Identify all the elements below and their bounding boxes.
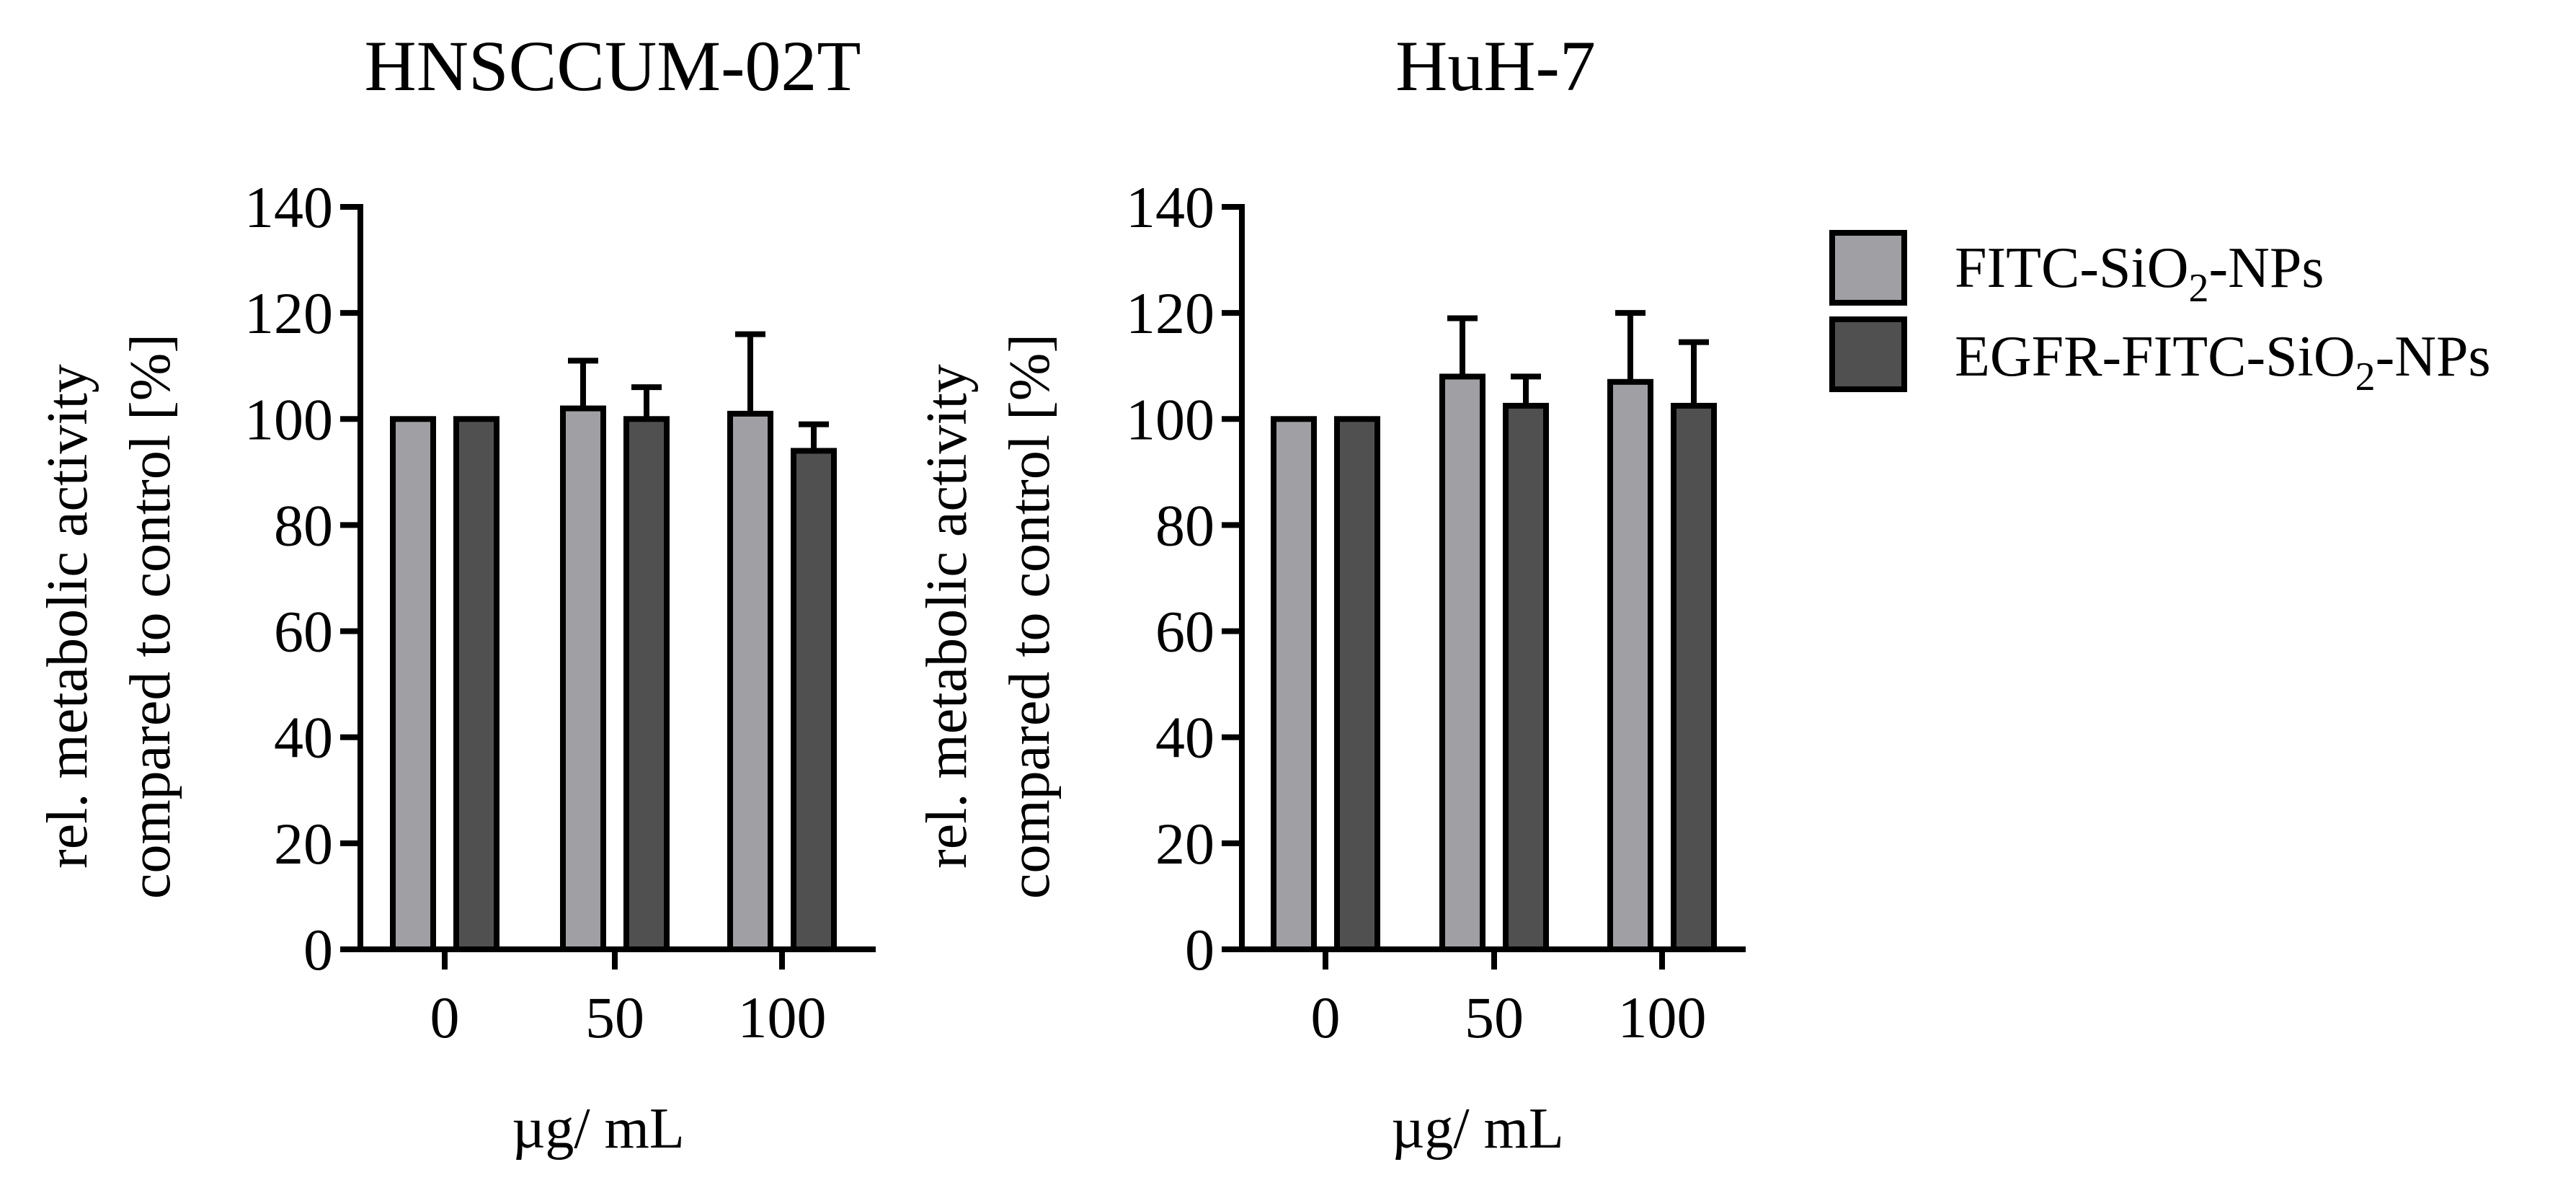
bar [1439, 373, 1485, 952]
y-tick-label: 100 [1126, 386, 1214, 452]
y-tick-label: 140 [244, 174, 333, 240]
legend-swatch-fitc [1829, 230, 1907, 306]
bar [453, 416, 499, 952]
bar [390, 416, 436, 952]
y-tick-label: 120 [244, 280, 333, 346]
x-tick-label: 100 [738, 985, 827, 1050]
bar [791, 448, 837, 952]
chart-title: HuH-7 [1395, 26, 1596, 106]
x-tick-label: 0 [430, 985, 460, 1050]
chart-legend: FITC-SiO2-NPs EGFR-FITC-SiO2-NPs [1829, 230, 2491, 399]
y-tick-label: 0 [1185, 917, 1214, 982]
y-tick-label: 20 [274, 811, 333, 877]
x-tick-label: 0 [1311, 985, 1341, 1050]
bar [1671, 402, 1717, 952]
bar [1334, 416, 1380, 952]
bar [623, 416, 670, 952]
y-axis-label-line-1: rel. metabolic activity [915, 364, 979, 869]
y-tick-label: 140 [1126, 174, 1214, 240]
y-tick-label: 40 [1155, 705, 1214, 771]
legend-label-fitc: FITC-SiO2-NPs [1955, 236, 2324, 311]
y-tick-label: 120 [1126, 280, 1214, 346]
y-axis-label-line-2: compared to control [%] [119, 334, 182, 899]
y-tick-label: 60 [1155, 599, 1214, 665]
x-tick-label: 100 [1618, 985, 1707, 1050]
y-tick-label: 80 [1155, 492, 1214, 558]
legend-swatch-egfr [1829, 316, 1907, 392]
x-axis-label: µg/ mL [1391, 1097, 1563, 1161]
chart-panel-hnsccum: HNSCCUM-02T rel. metabolic activity comp… [36, 26, 876, 1161]
chart-title: HNSCCUM-02T [365, 26, 861, 106]
bar [727, 410, 773, 952]
bar [1607, 378, 1653, 952]
bar [1503, 402, 1549, 952]
chart-panel-huh7: HuH-7 rel. metabolic activity compared t… [915, 26, 1746, 1161]
y-tick-label: 0 [303, 917, 333, 982]
x-axis-label: µg/ mL [512, 1097, 684, 1161]
y-tick-label: 100 [244, 386, 333, 452]
y-axis-label-line-2: compared to control [%] [998, 334, 1062, 899]
legend-label-egfr: EGFR-FITC-SiO2-NPs [1955, 325, 2491, 399]
y-axis-label-line-1: rel. metabolic activity [36, 364, 99, 869]
x-tick-label: 50 [1465, 985, 1524, 1050]
bar [560, 405, 606, 952]
bar [1271, 416, 1317, 952]
x-tick-label: 50 [585, 985, 644, 1050]
y-tick-label: 80 [274, 492, 333, 558]
y-tick-label: 40 [274, 705, 333, 771]
y-tick-label: 20 [1155, 811, 1214, 877]
y-tick-label: 60 [274, 599, 333, 665]
